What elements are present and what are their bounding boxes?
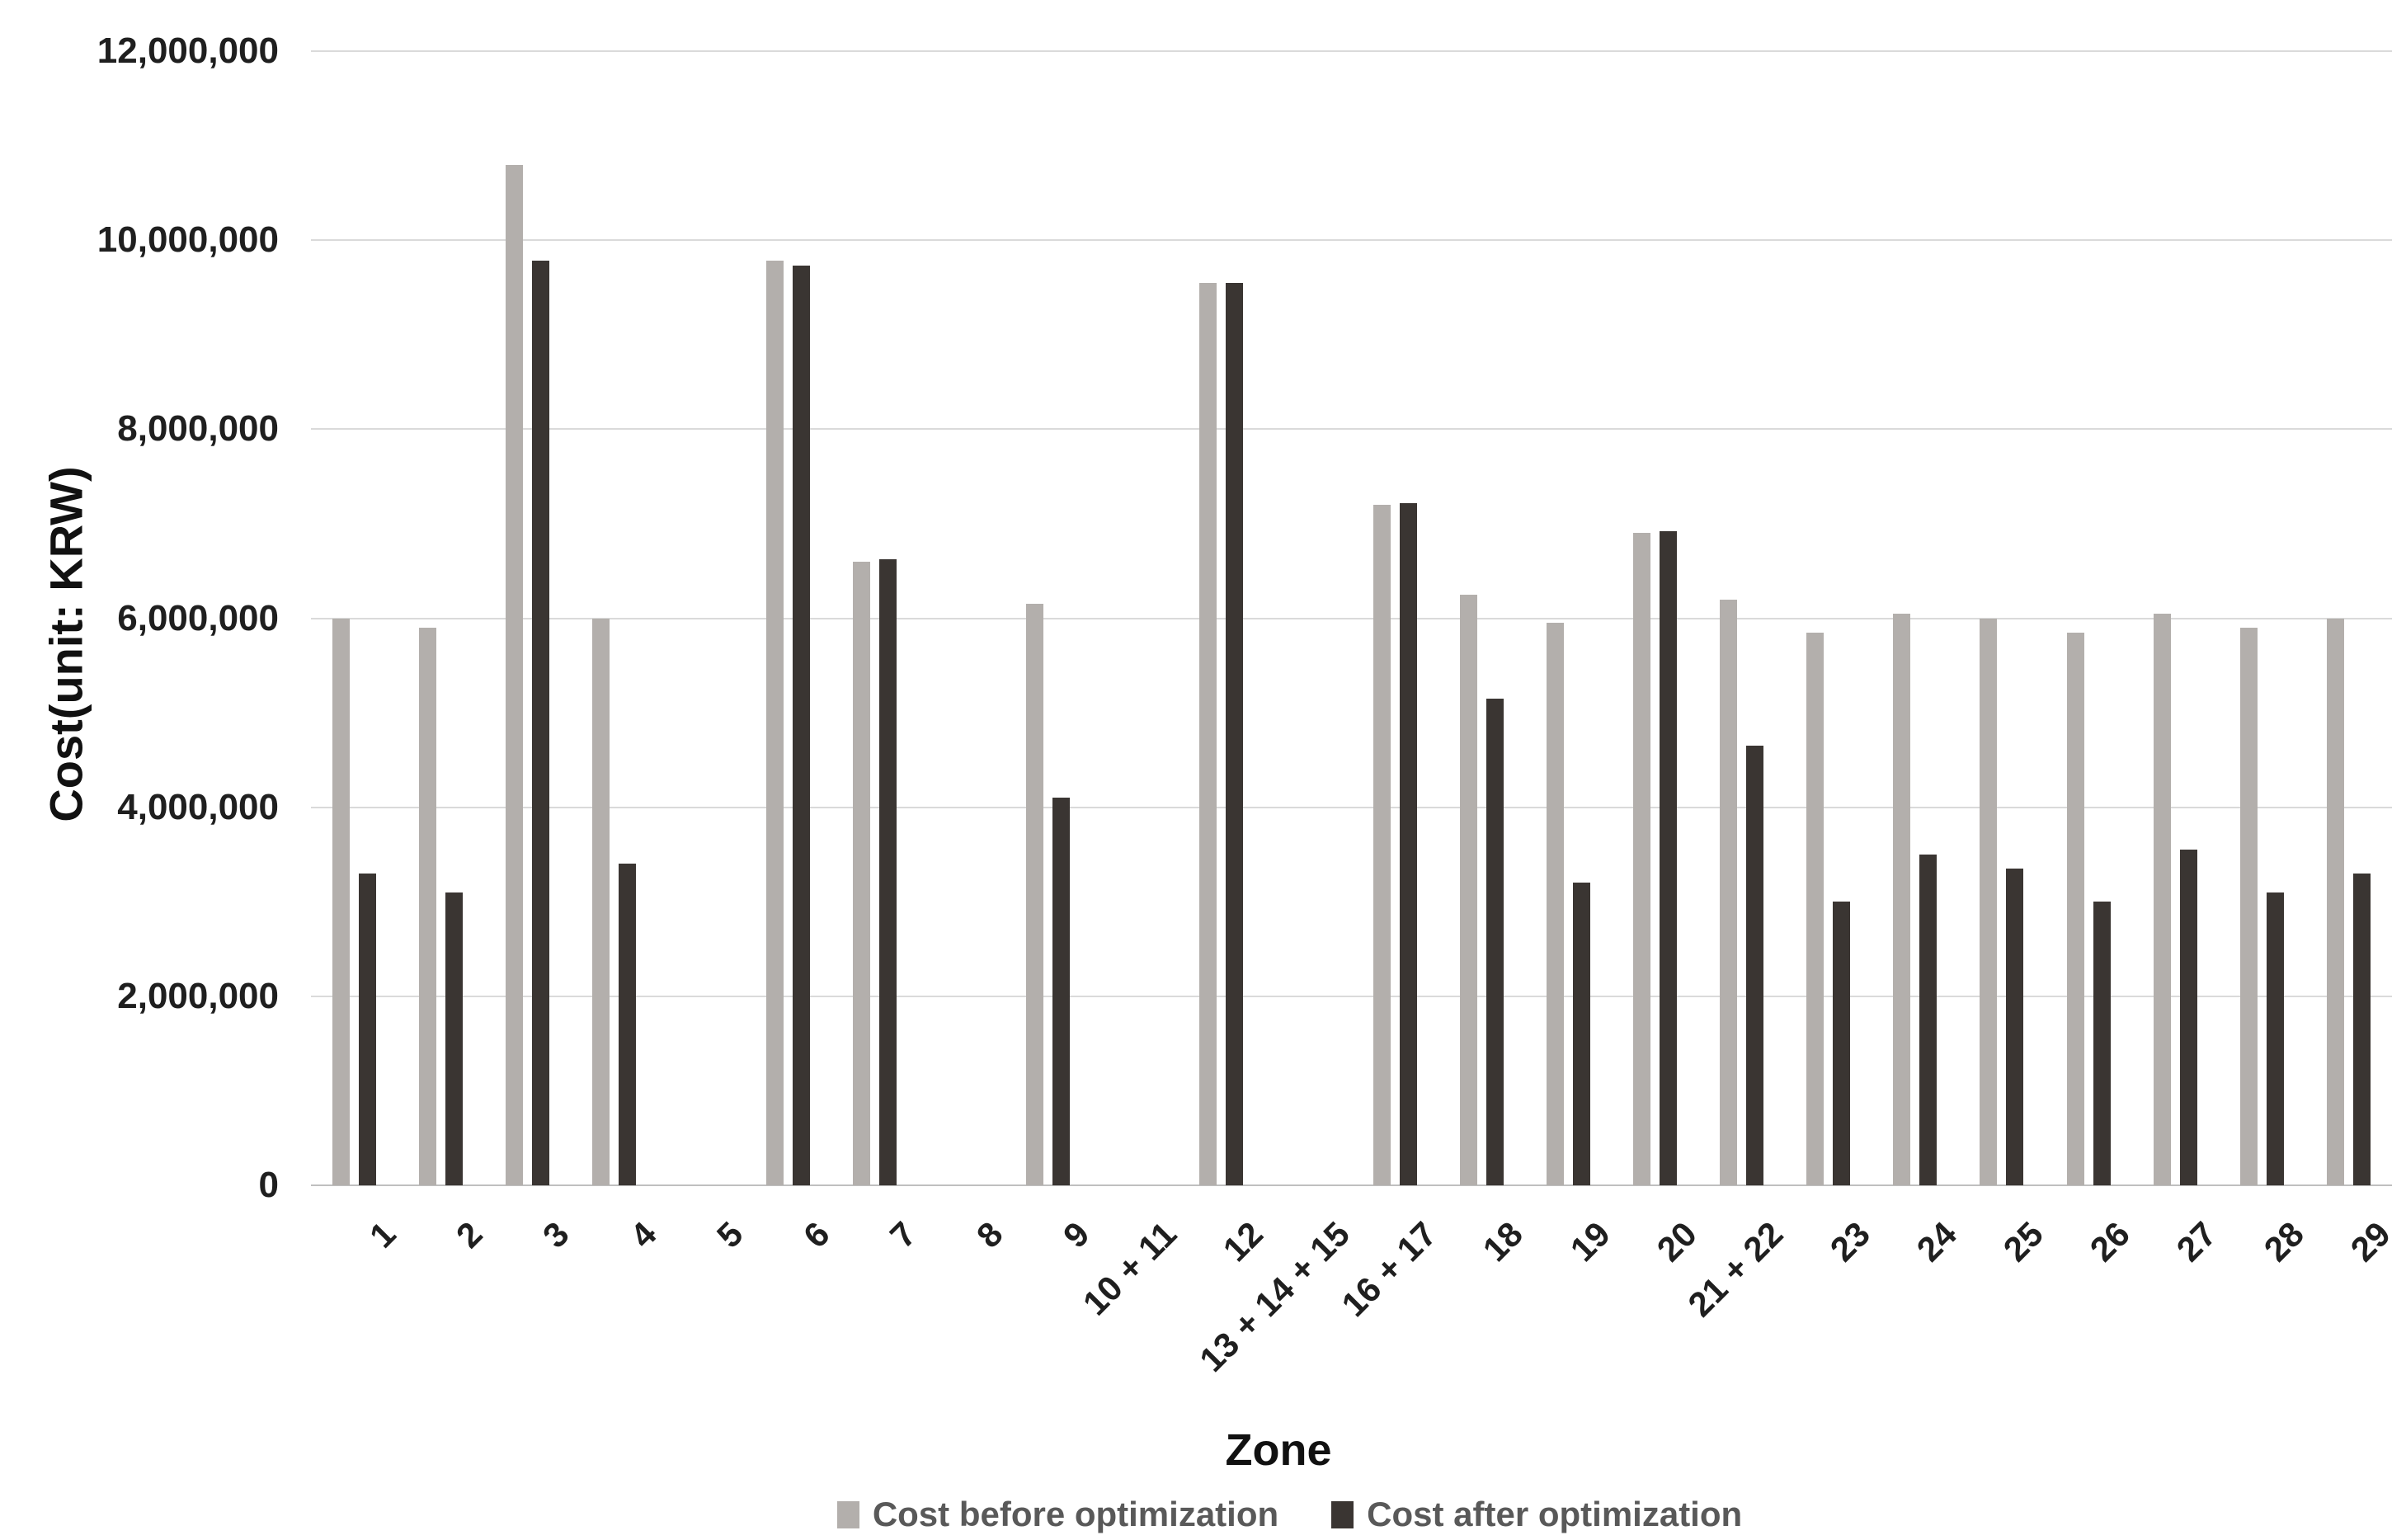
bar-before-zone-2 [419,627,437,1185]
bar-before-zone-29 [2326,618,2344,1185]
x-axis-line [311,1184,2392,1186]
bar-before-zone-23 [1806,632,1825,1185]
x-tick-label-zone-24: 24 [1909,1214,1965,1269]
y-tick-label: 2,000,000 [117,975,279,1016]
bar-after-zone-9 [1052,798,1071,1185]
bar-after-zone-2 [445,892,464,1185]
gridline [311,428,2392,431]
bar-before-zone-27 [2153,613,2171,1185]
x-tick-label-zone-9: 9 [1056,1214,1097,1255]
bar-before-zone-3 [506,164,524,1185]
bar-after-zone-16+17 [1399,502,1417,1185]
bar-after-zone-18 [1486,698,1504,1185]
x-axis-title: Zone [1225,1425,1332,1475]
x-tick-label-zone-20: 20 [1649,1214,1704,1269]
legend-item-before: Cost before optimization [836,1495,1279,1534]
x-tick-label-zone-26: 26 [2083,1214,2138,1269]
bar-after-zone-19 [1572,883,1590,1185]
x-tick-label-zone-21+22: 21 + 22 [1680,1214,1791,1325]
bar-after-zone-12 [1226,282,1244,1185]
bar-after-zone-3 [532,261,550,1185]
y-tick-label: 12,000,000 [97,31,279,71]
y-tick-label: 10,000,000 [97,219,279,261]
bar-before-zone-20 [1632,533,1650,1185]
bar-after-zone-24 [1919,854,1938,1185]
legend-label-before: Cost before optimization [872,1495,1279,1533]
legend-label-after: Cost after optimization [1367,1495,1743,1533]
x-tick-label-zone-1: 1 [362,1214,403,1255]
legend-swatch-after-icon [1331,1500,1354,1528]
x-tick-label-zone-3: 3 [535,1214,577,1255]
legend-item-after: Cost after optimization [1331,1495,1742,1534]
bar-before-zone-26 [2066,632,2084,1185]
x-tick-label-zone-16+17: 16 + 17 [1334,1214,1444,1325]
x-tick-label-zone-4: 4 [622,1214,664,1255]
bar-before-zone-25 [1980,618,1998,1185]
x-tick-label-zone-23: 23 [1822,1214,1877,1269]
bar-after-zone-4 [619,864,637,1185]
bar-before-zone-28 [2239,627,2258,1185]
bar-before-zone-19 [1546,623,1564,1185]
bar-after-zone-28 [2266,892,2284,1185]
bar-after-zone-27 [2179,850,2197,1185]
bar-after-zone-7 [878,559,897,1185]
bar-after-zone-1 [359,873,377,1185]
x-tick-label-zone-7: 7 [882,1214,924,1255]
y-tick-label: 6,000,000 [117,597,279,638]
gridline [311,239,2392,242]
bar-after-zone-26 [2093,902,2111,1185]
legend-swatch-before-icon [836,1500,859,1528]
x-tick-label-zone-6: 6 [795,1214,837,1255]
bar-before-zone-16+17 [1373,505,1391,1185]
x-tick-label-zone-5: 5 [709,1214,751,1255]
x-tick-label-zone-19: 19 [1562,1214,1617,1269]
x-tick-label-zone-12: 12 [1215,1214,1271,1269]
bar-before-zone-7 [852,561,870,1185]
gridline [311,617,2392,619]
x-tick-label-zone-25: 25 [1995,1214,2051,1269]
bar-after-zone-20 [1659,531,1677,1185]
gridline [311,50,2392,52]
bar-before-zone-1 [332,618,351,1185]
x-tick-label-zone-10+11: 10 + 11 [1075,1214,1184,1323]
bar-before-zone-12 [1199,282,1217,1185]
x-tick-label-zone-29: 29 [2342,1214,2398,1269]
bar-after-zone-29 [2352,873,2371,1185]
y-axis-title: Cost(unit: KRW) [40,466,92,822]
bar-after-zone-6 [792,266,810,1185]
legend: Cost before optimization Cost after opti… [0,1495,2406,1534]
y-tick-label: 8,000,000 [117,408,279,450]
gridline [311,995,2392,997]
x-tick-label-zone-28: 28 [2256,1214,2311,1269]
y-tick-label: 4,000,000 [117,786,279,827]
x-tick-label-zone-27: 27 [2169,1214,2225,1269]
bar-before-zone-9 [1026,604,1044,1185]
bar-before-zone-6 [765,261,784,1185]
bar-after-zone-23 [1833,902,1851,1185]
bar-before-zone-24 [1893,613,1911,1185]
x-tick-label-zone-2: 2 [449,1214,490,1255]
x-tick-label-zone-18: 18 [1476,1214,1531,1269]
bar-before-zone-4 [592,618,610,1185]
gridline [311,806,2392,808]
y-tick-label: 0 [258,1165,279,1205]
bar-after-zone-25 [2006,869,2024,1185]
bar-before-zone-18 [1459,594,1477,1185]
bar-after-zone-21+22 [1746,746,1764,1185]
bar-before-zone-21+22 [1720,599,1738,1185]
x-tick-label-zone-8: 8 [968,1214,1010,1255]
